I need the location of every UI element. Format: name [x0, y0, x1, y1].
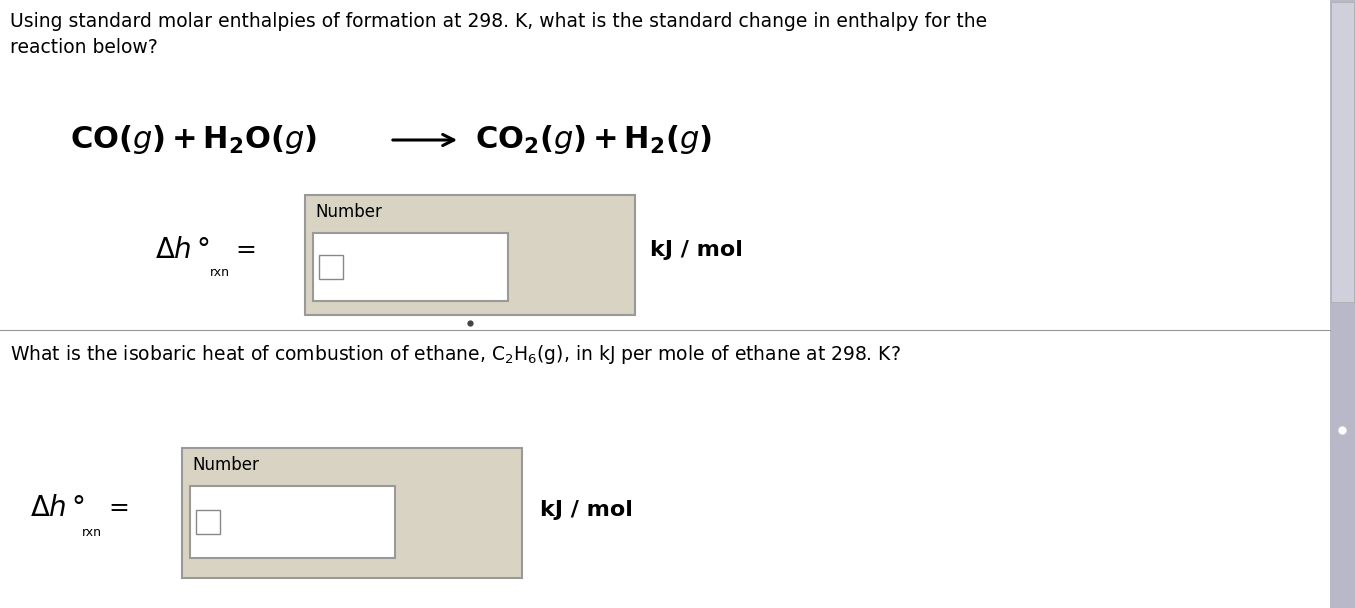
FancyBboxPatch shape — [305, 195, 635, 315]
Text: =: = — [108, 496, 129, 520]
FancyBboxPatch shape — [318, 255, 343, 279]
Text: =: = — [234, 238, 256, 262]
FancyBboxPatch shape — [190, 486, 396, 558]
Text: Using standard molar enthalpies of formation at 298. K, what is the standard cha: Using standard molar enthalpies of forma… — [9, 12, 988, 31]
Text: $\mathbf{CO}$$\mathbf{(}$$\mathit{g}$$\mathbf{)+H_2O(}$$\mathit{g}$$\mathbf{)}$: $\mathbf{CO}$$\mathbf{(}$$\mathit{g}$$\m… — [70, 123, 317, 156]
Text: $\mathbf{CO_2(}$$\mathit{g}$$\mathbf{)+H_2(}$$\mathit{g}$$\mathbf{)}$: $\mathbf{CO_2(}$$\mathit{g}$$\mathbf{)+H… — [476, 123, 713, 156]
FancyBboxPatch shape — [1331, 0, 1355, 608]
Text: kJ / mol: kJ / mol — [541, 500, 633, 520]
Text: $\Delta h\,°$: $\Delta h\,°$ — [30, 494, 84, 522]
FancyBboxPatch shape — [182, 448, 522, 578]
Text: rxn: rxn — [210, 266, 230, 278]
FancyBboxPatch shape — [196, 510, 220, 534]
Text: What is the isobaric heat of combustion of ethane, C$_2$H$_6$(g), in kJ per mole: What is the isobaric heat of combustion … — [9, 343, 901, 366]
FancyBboxPatch shape — [1331, 2, 1354, 302]
Text: kJ / mol: kJ / mol — [650, 240, 743, 260]
Text: Number: Number — [314, 203, 382, 221]
Text: Number: Number — [192, 456, 259, 474]
Text: $\Delta h\,°$: $\Delta h\,°$ — [154, 236, 209, 264]
FancyBboxPatch shape — [313, 233, 508, 301]
Text: rxn: rxn — [83, 525, 102, 539]
Text: reaction below?: reaction below? — [9, 38, 157, 57]
